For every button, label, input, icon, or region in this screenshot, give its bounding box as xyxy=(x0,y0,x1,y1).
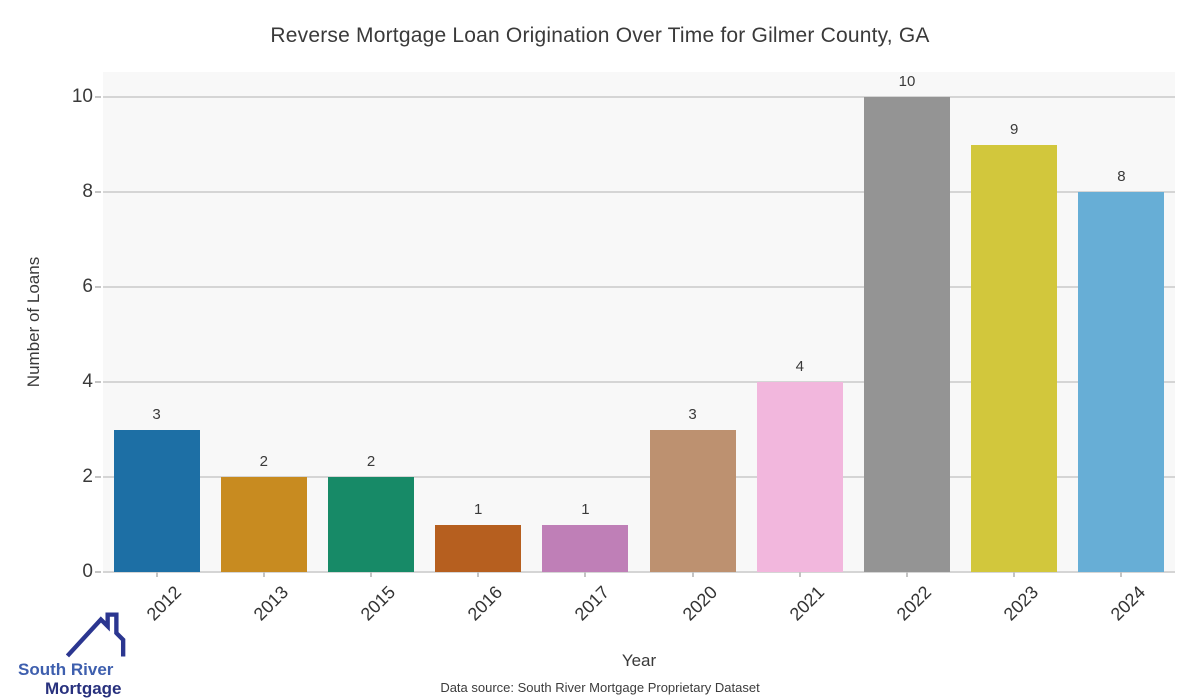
gridline-y-8 xyxy=(103,191,1175,194)
y-tick-label-2: 2 xyxy=(82,466,93,488)
bar-value-label-2017: 1 xyxy=(581,500,590,518)
bar-value-label-2013: 2 xyxy=(259,453,268,471)
bar-2016 xyxy=(435,524,522,572)
x-tick-mark-2024 xyxy=(1120,572,1123,577)
x-tick-mark-2017 xyxy=(584,572,587,577)
chart-title: Reverse Mortgage Loan Origination Over T… xyxy=(270,24,930,47)
logo-text-line2: Mortgage xyxy=(45,679,122,698)
bar-2024 xyxy=(1078,192,1165,572)
bar-value-label-2022: 10 xyxy=(898,73,916,91)
logo-text-line1: South River xyxy=(18,660,114,679)
y-tick-mark-6 xyxy=(95,286,101,289)
y-tick-label-10: 10 xyxy=(71,86,93,108)
y-tick-mark-0 xyxy=(95,571,101,573)
south-river-mortgage-logo: South River Mortgage xyxy=(14,608,144,698)
bar-2023 xyxy=(971,144,1058,572)
data-source-note: Data source: South River Mortgage Propri… xyxy=(440,680,760,695)
x-tick-mark-2016 xyxy=(477,572,480,577)
y-tick-mark-2 xyxy=(95,476,101,479)
x-tick-mark-2015 xyxy=(370,572,372,577)
gridline-y-4 xyxy=(103,381,1175,384)
bar-value-label-2021: 4 xyxy=(795,358,804,376)
bar-value-label-2020: 3 xyxy=(688,405,697,423)
bar-value-label-2024: 8 xyxy=(1117,168,1126,186)
y-tick-mark-4 xyxy=(95,381,101,384)
house-icon xyxy=(66,612,126,658)
bar-2012 xyxy=(113,429,200,572)
y-tick-label-6: 6 xyxy=(82,276,93,298)
bar-value-label-2016: 1 xyxy=(474,500,483,518)
x-tick-mark-2021 xyxy=(798,572,801,577)
x-tick-mark-2013 xyxy=(262,572,265,577)
x-tick-mark-2022 xyxy=(906,572,908,577)
y-tick-label-0: 0 xyxy=(82,561,93,582)
y-tick-mark-8 xyxy=(95,191,101,194)
bar-2017 xyxy=(542,524,629,572)
y-tick-label-8: 8 xyxy=(82,181,93,203)
y-tick-mark-10 xyxy=(95,96,101,99)
bar-value-label-2015: 2 xyxy=(366,453,376,471)
x-tick-mark-2020 xyxy=(691,572,694,577)
bar-2022 xyxy=(864,97,950,572)
x-axis-title: Year xyxy=(621,651,657,670)
bar-value-label-2023: 9 xyxy=(1010,120,1019,138)
bar-2021 xyxy=(756,382,843,572)
gridline-y-6 xyxy=(103,286,1175,289)
gridline-y-10 xyxy=(103,96,1175,99)
bar-value-label-2012: 3 xyxy=(152,405,161,423)
gridline-y-0 xyxy=(103,571,1175,573)
plot-area: 3 2 2 1 1 3 4 10 9 8 xyxy=(103,72,1175,573)
x-tick-mark-2023 xyxy=(1013,572,1016,577)
bar-2020 xyxy=(649,429,736,572)
gridline-y-2 xyxy=(103,476,1175,479)
x-tick-mark-2012 xyxy=(155,572,158,577)
y-tick-label-4: 4 xyxy=(82,371,93,393)
bar-2013 xyxy=(220,477,307,572)
bar-2015 xyxy=(328,477,414,572)
